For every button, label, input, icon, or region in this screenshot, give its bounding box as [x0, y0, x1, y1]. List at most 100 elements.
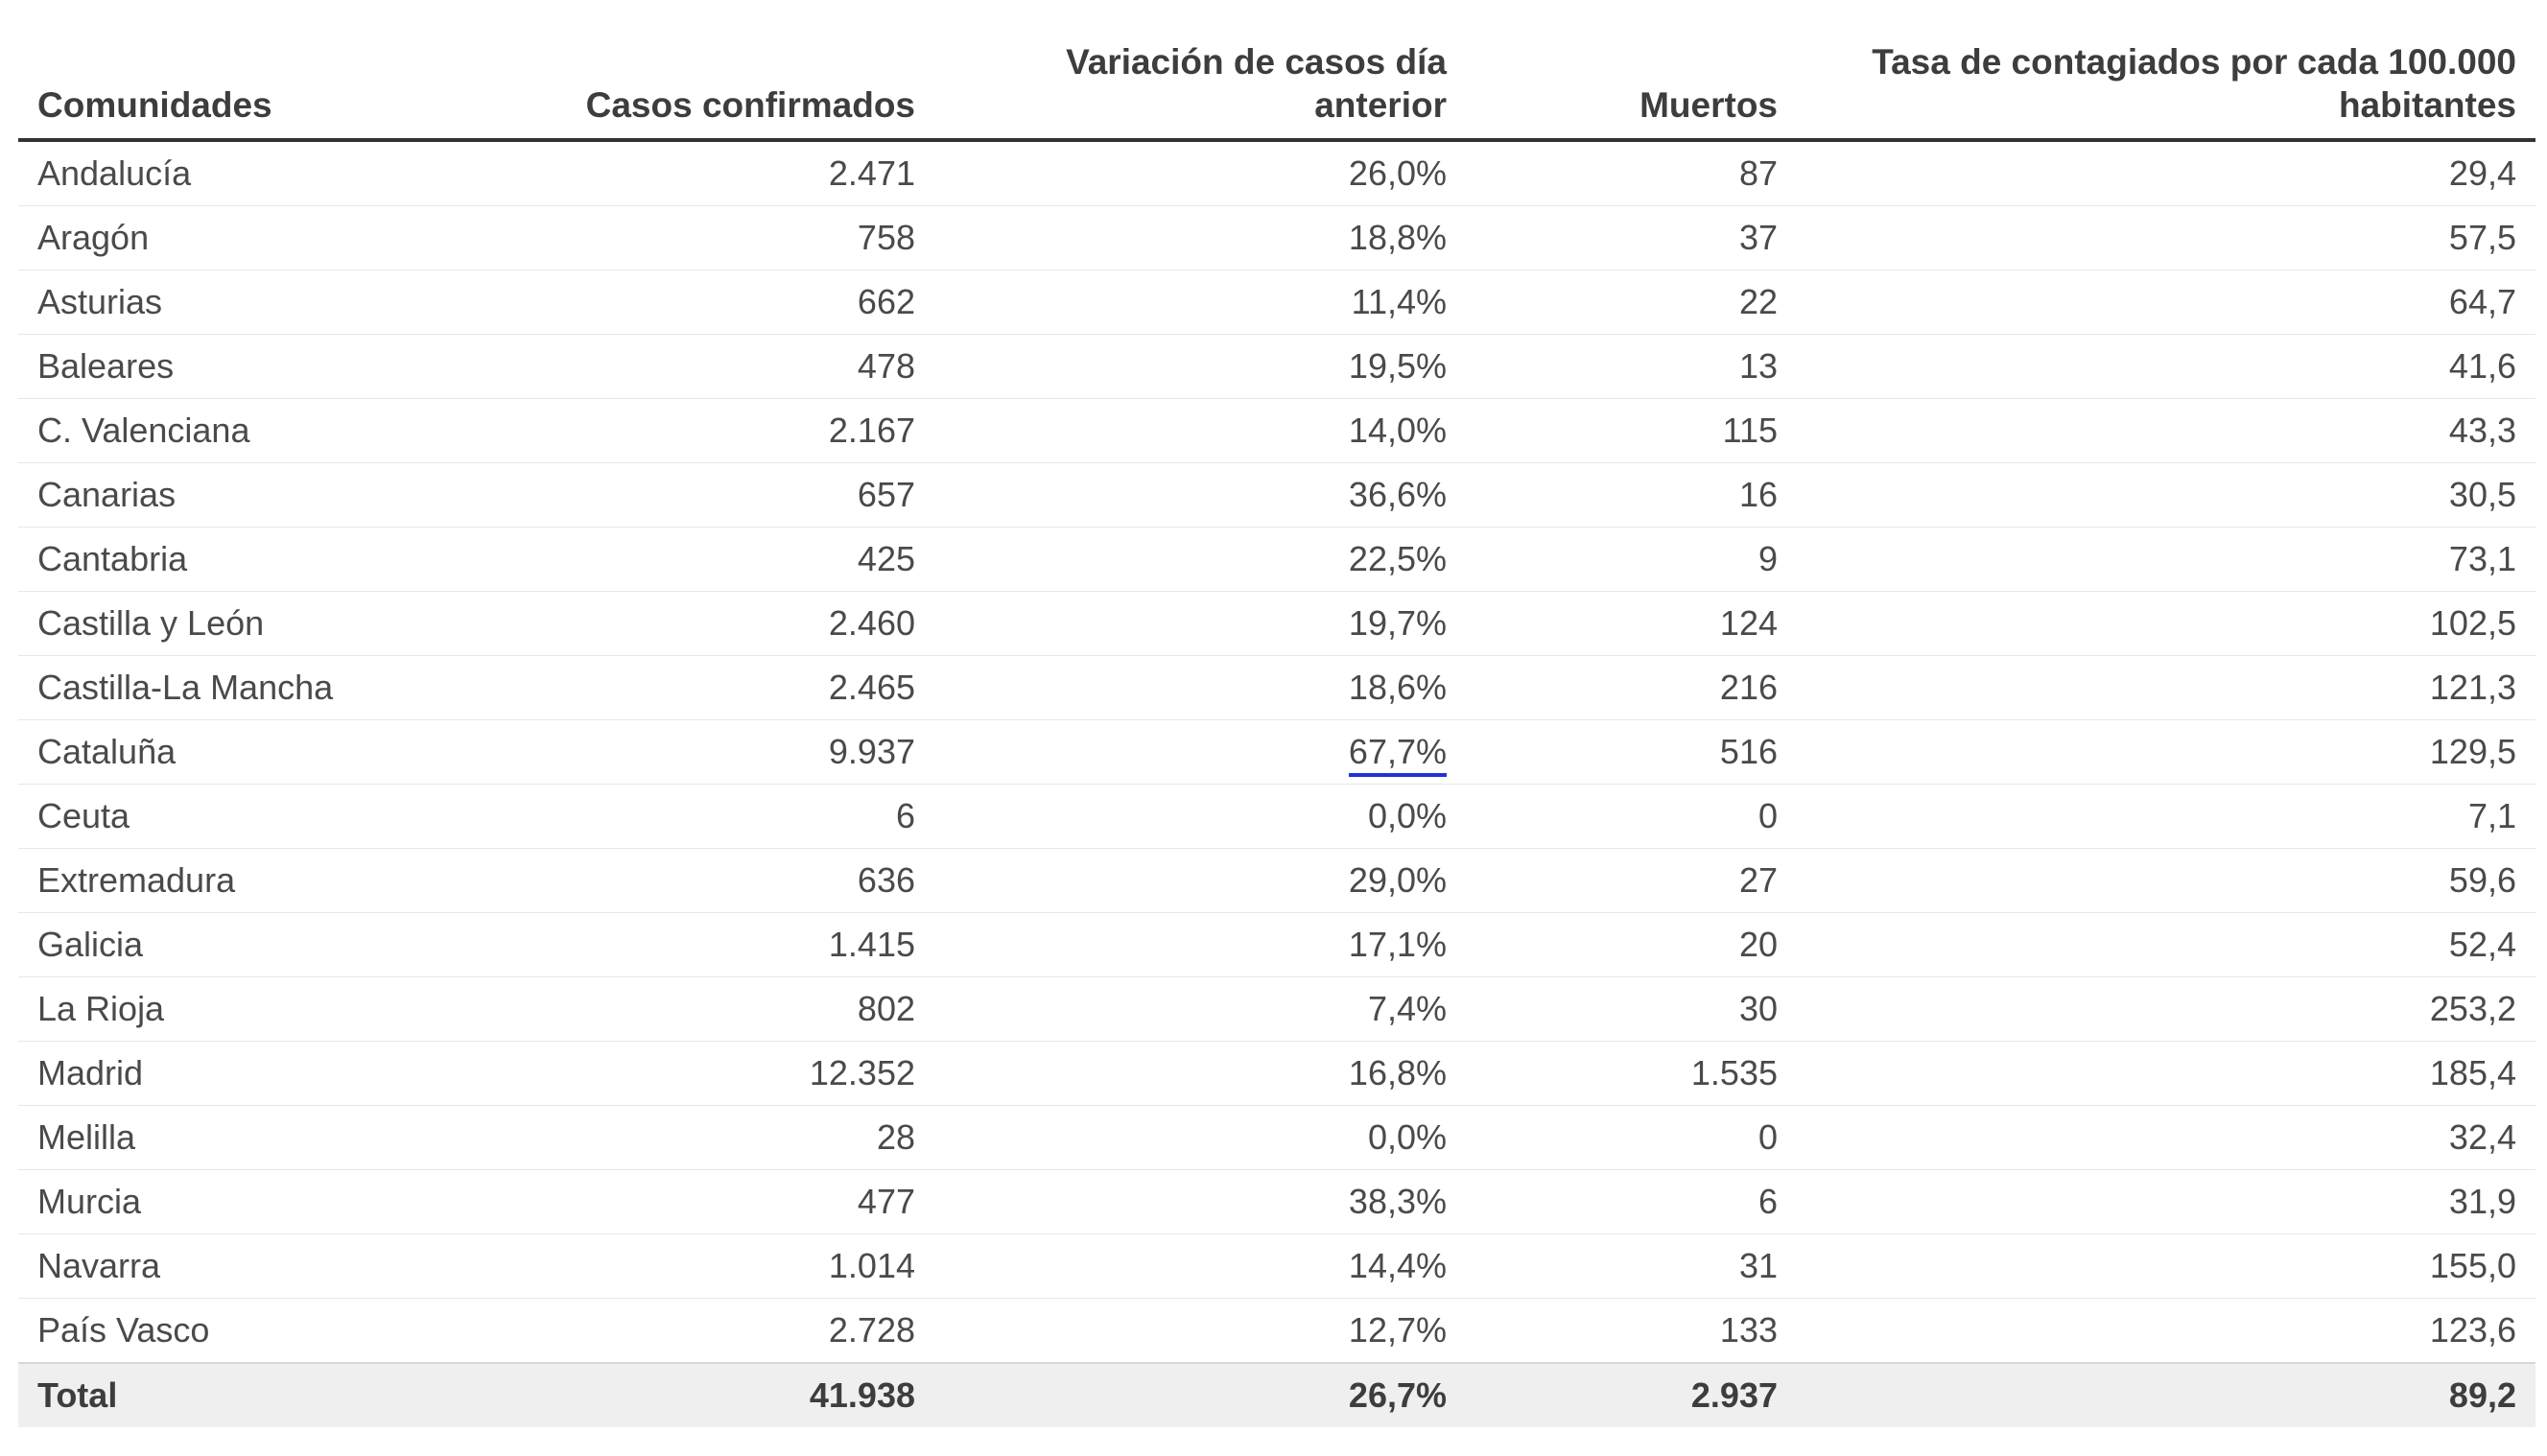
total-label: Total — [18, 1362, 541, 1427]
cell-muertos: 31 — [1466, 1233, 1797, 1299]
header-comunidades: Comunidades — [18, 0, 541, 142]
cell-muertos: 516 — [1466, 719, 1797, 785]
cell-comunidad: Asturias — [18, 270, 541, 335]
total-row: Total 41.938 26,7% 2.937 89,2 — [18, 1362, 2535, 1427]
table-row: Murcia 477 38,3% 6 31,9 — [18, 1169, 2535, 1234]
cell-tasa: 31,9 — [1797, 1169, 2535, 1234]
cell-muertos: 6 — [1466, 1169, 1797, 1234]
cell-muertos: 37 — [1466, 205, 1797, 270]
table-row: Cataluña 9.937 67,7% 516 129,5 — [18, 719, 2535, 785]
cell-tasa: 73,1 — [1797, 527, 2535, 592]
cell-comunidad: Andalucía — [18, 140, 541, 206]
cell-casos-confirmados: 2.167 — [541, 398, 934, 463]
cell-muertos: 0 — [1466, 784, 1797, 849]
cell-variacion: 18,6% — [934, 655, 1466, 720]
cell-muertos: 20 — [1466, 912, 1797, 977]
highlighted-value: 67,7% — [1348, 731, 1447, 777]
header-row: Comunidades Casos confirmados Variación … — [18, 0, 2535, 142]
table-row: Andalucía 2.471 26,0% 87 29,4 — [18, 140, 2535, 206]
cell-variacion: 0,0% — [934, 1105, 1466, 1170]
cell-comunidad: Extremadura — [18, 848, 541, 913]
cell-casos-confirmados: 802 — [541, 976, 934, 1042]
total-muertos: 2.937 — [1466, 1362, 1797, 1427]
cell-comunidad: Cataluña — [18, 719, 541, 785]
cell-variacion: 29,0% — [934, 848, 1466, 913]
cell-tasa: 43,3 — [1797, 398, 2535, 463]
cell-tasa: 52,4 — [1797, 912, 2535, 977]
table-row: Aragón 758 18,8% 37 57,5 — [18, 205, 2535, 270]
cell-muertos: 9 — [1466, 527, 1797, 592]
cell-comunidad: C. Valenciana — [18, 398, 541, 463]
covid-cases-table-container: Comunidades Casos confirmados Variación … — [18, 0, 2535, 1427]
cell-casos-confirmados: 477 — [541, 1169, 934, 1234]
table-row: Asturias 662 11,4% 22 64,7 — [18, 270, 2535, 335]
cell-variacion: 22,5% — [934, 527, 1466, 592]
cell-muertos: 0 — [1466, 1105, 1797, 1170]
table-row: Cantabria 425 22,5% 9 73,1 — [18, 527, 2535, 592]
cell-variacion: 12,7% — [934, 1298, 1466, 1364]
cell-variacion: 0,0% — [934, 784, 1466, 849]
cell-casos-confirmados: 478 — [541, 334, 934, 399]
cell-muertos: 30 — [1466, 976, 1797, 1042]
cell-tasa: 121,3 — [1797, 655, 2535, 720]
cell-comunidad: Ceuta — [18, 784, 541, 849]
cell-casos-confirmados: 425 — [541, 527, 934, 592]
cell-casos-confirmados: 1.415 — [541, 912, 934, 977]
cell-tasa: 59,6 — [1797, 848, 2535, 913]
cell-comunidad: Navarra — [18, 1233, 541, 1299]
cell-variacion: 18,8% — [934, 205, 1466, 270]
cell-variacion: 11,4% — [934, 270, 1466, 335]
cell-tasa: 57,5 — [1797, 205, 2535, 270]
table-header: Comunidades Casos confirmados Variación … — [18, 0, 2535, 142]
cell-variacion: 19,5% — [934, 334, 1466, 399]
cell-muertos: 27 — [1466, 848, 1797, 913]
cell-tasa: 155,0 — [1797, 1233, 2535, 1299]
cell-comunidad: Melilla — [18, 1105, 541, 1170]
cell-casos-confirmados: 2.460 — [541, 591, 934, 656]
cell-variacion: 14,0% — [934, 398, 1466, 463]
cell-casos-confirmados: 9.937 — [541, 719, 934, 785]
table-row: Navarra 1.014 14,4% 31 155,0 — [18, 1233, 2535, 1299]
cell-tasa: 32,4 — [1797, 1105, 2535, 1170]
cell-variacion: 38,3% — [934, 1169, 1466, 1234]
cell-comunidad: País Vasco — [18, 1298, 541, 1364]
cell-casos-confirmados: 6 — [541, 784, 934, 849]
table-row: Madrid 12.352 16,8% 1.535 185,4 — [18, 1041, 2535, 1106]
table-row: C. Valenciana 2.167 14,0% 115 43,3 — [18, 398, 2535, 463]
cell-tasa: 123,6 — [1797, 1298, 2535, 1364]
cell-comunidad: Castilla-La Mancha — [18, 655, 541, 720]
cell-casos-confirmados: 662 — [541, 270, 934, 335]
cell-casos-confirmados: 2.471 — [541, 140, 934, 206]
cell-casos-confirmados: 758 — [541, 205, 934, 270]
cell-muertos: 1.535 — [1466, 1041, 1797, 1106]
cell-muertos: 22 — [1466, 270, 1797, 335]
cell-muertos: 124 — [1466, 591, 1797, 656]
cell-comunidad: Cantabria — [18, 527, 541, 592]
table-row: Extremadura 636 29,0% 27 59,6 — [18, 848, 2535, 913]
cell-comunidad: Madrid — [18, 1041, 541, 1106]
cell-comunidad: Canarias — [18, 462, 541, 528]
cell-variacion: 36,6% — [934, 462, 1466, 528]
total-variacion: 26,7% — [934, 1362, 1466, 1427]
cell-variacion: 19,7% — [934, 591, 1466, 656]
cell-tasa: 7,1 — [1797, 784, 2535, 849]
cell-tasa: 253,2 — [1797, 976, 2535, 1042]
cell-muertos: 133 — [1466, 1298, 1797, 1364]
cell-tasa: 102,5 — [1797, 591, 2535, 656]
table-row: Galicia 1.415 17,1% 20 52,4 — [18, 912, 2535, 977]
cell-comunidad: La Rioja — [18, 976, 541, 1042]
cell-tasa: 64,7 — [1797, 270, 2535, 335]
table-row: Baleares 478 19,5% 13 41,6 — [18, 334, 2535, 399]
table-footer: Total 41.938 26,7% 2.937 89,2 — [18, 1362, 2535, 1427]
header-tasa: Tasa de contagiados por cada 100.000 hab… — [1797, 0, 2535, 142]
header-muertos: Muertos — [1466, 0, 1797, 142]
cell-tasa: 185,4 — [1797, 1041, 2535, 1106]
cell-tasa: 129,5 — [1797, 719, 2535, 785]
cell-muertos: 13 — [1466, 334, 1797, 399]
cell-tasa: 30,5 — [1797, 462, 2535, 528]
cell-casos-confirmados: 636 — [541, 848, 934, 913]
cell-comunidad: Galicia — [18, 912, 541, 977]
table-row: La Rioja 802 7,4% 30 253,2 — [18, 976, 2535, 1042]
cell-variacion: 17,1% — [934, 912, 1466, 977]
table-row: Melilla 28 0,0% 0 32,4 — [18, 1105, 2535, 1170]
